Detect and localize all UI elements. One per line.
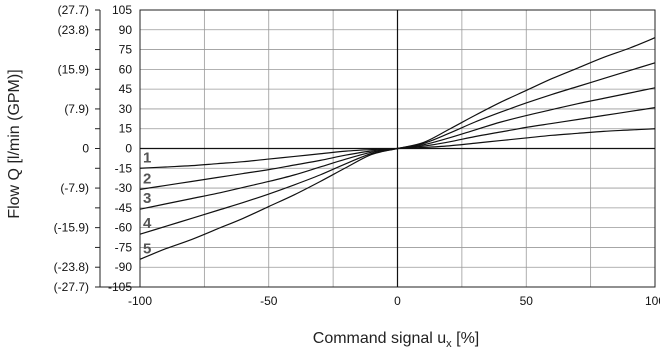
y-tick-label: -60 [115,221,133,235]
series-line-5 [139,37,656,260]
y-tick-label: 30 [119,102,133,116]
curve-label-3: 3 [143,190,151,207]
tick-labels: -105-90-75-60-45-30-150153045607590105(-… [54,3,660,308]
curve-label-2: 2 [143,170,151,187]
y-tick-label: -90 [115,260,133,274]
y-tick-label: 60 [119,62,133,76]
y-tick-label: -45 [115,201,133,215]
x-axis-label-unit: [%] [452,330,480,347]
secondary-y-tick-label: (27.7) [58,3,89,17]
secondary-y-tick-label: (23.8) [58,23,89,37]
y-tick-label: -15 [115,161,133,175]
y-tick-label: 15 [119,122,133,136]
y-tick-label: 105 [112,3,132,17]
curves [139,37,656,260]
axes [95,9,656,288]
secondary-y-tick-label: (-27.7) [54,280,89,294]
x-tick-label: 100 [645,294,660,308]
x-tick-label: -50 [260,294,278,308]
secondary-y-tick-label: (15.9) [58,62,89,76]
curve-labels: 1 2 3 4 5 [143,149,152,257]
x-axis-label-subscript: x [446,338,452,350]
y-axis-label: Flow Q [l/min (GPM)] [6,69,23,218]
y-tick-label: -105 [108,280,132,294]
y-tick-label: 45 [119,82,133,96]
secondary-y-tick-label: (-7.9) [60,181,89,195]
x-axis-label-main: Command signal u [313,330,446,347]
x-tick-label: 0 [394,294,401,308]
secondary-y-tick-label: (-23.8) [54,260,89,274]
curve-label-4: 4 [143,215,152,232]
y-tick-label: -30 [115,181,133,195]
secondary-y-tick-label: (7.9) [64,102,89,116]
y-tick-label: 90 [119,23,133,37]
x-axis-label: Command signal ux [%] [313,330,479,350]
curve-label-5: 5 [143,240,151,257]
y-tick-label: 0 [125,142,132,156]
secondary-y-tick-label: 0 [82,142,89,156]
y-tick-label: -75 [115,240,133,254]
x-tick-label: 50 [520,294,534,308]
curve-label-1: 1 [143,149,151,166]
x-tick-label: -100 [128,294,152,308]
secondary-y-tick-label: (-15.9) [54,221,89,235]
y-tick-label: 75 [119,43,133,57]
